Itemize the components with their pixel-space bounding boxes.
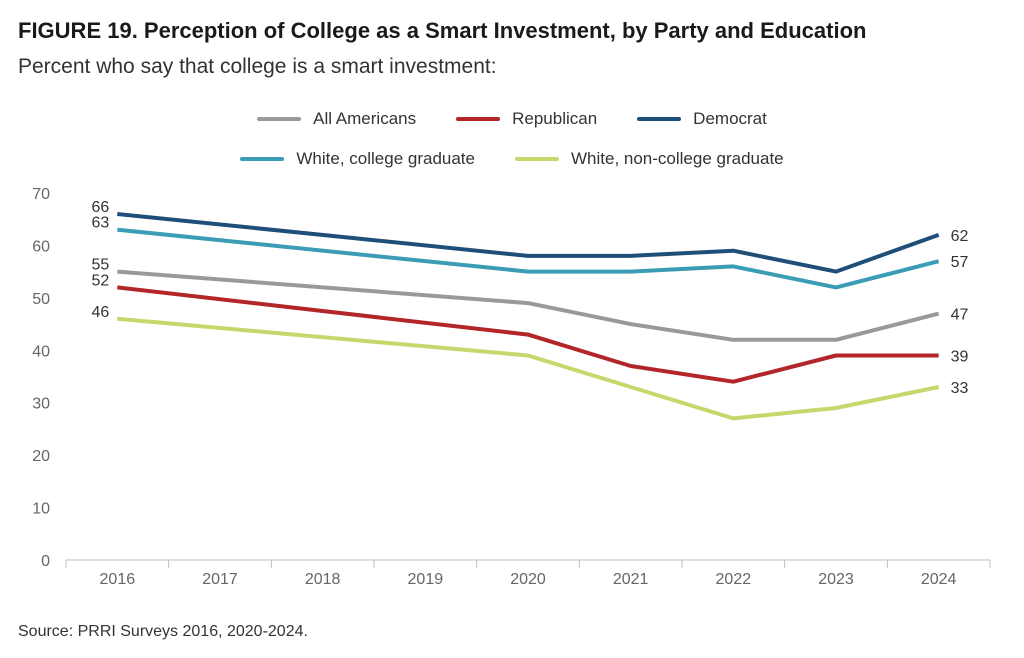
legend-label-democrat: Democrat	[693, 109, 767, 128]
legend-swatch-white-non-college	[514, 157, 559, 161]
x-tick-label-2023: 2023	[818, 571, 854, 588]
data-label-start-all-americans: 55	[92, 257, 110, 274]
legend-swatch-republican	[456, 117, 501, 121]
data-label-end-democrat: 62	[951, 228, 969, 245]
legend-item-republican: Republican	[456, 109, 597, 129]
legend-label-white-non-college: White, non-college graduate	[570, 149, 784, 168]
y-tick-label-60: 60	[32, 238, 50, 255]
series-line-all-americans	[117, 269, 940, 342]
series-line-democrat	[117, 212, 940, 274]
source-note: Source: PRRI Surveys 2016, 2020-2024.	[18, 623, 308, 640]
legend-row-1: All Americans Republican Democrat	[0, 109, 1024, 129]
x-tick-label-2021: 2021	[613, 571, 649, 588]
y-tick-label-10: 10	[32, 501, 50, 518]
y-tick-label-30: 30	[32, 396, 50, 413]
data-label-start-republican: 52	[92, 272, 110, 289]
y-tick-label-40: 40	[32, 343, 50, 360]
x-tick-label-2024: 2024	[921, 571, 957, 588]
x-tick-label-2022: 2022	[716, 571, 752, 588]
legend-item-white-college: White, college graduate	[240, 149, 475, 169]
data-label-start-white-non-college-graduate: 46	[92, 304, 110, 321]
legend-swatch-white-college	[240, 157, 285, 161]
data-label-end-white-non-college-graduate: 33	[951, 380, 969, 397]
series-line-white-non-college-graduate	[117, 316, 940, 421]
y-tick-label-0: 0	[41, 553, 50, 570]
legend-label-all-americans: All Americans	[313, 109, 417, 128]
chart-title: FIGURE 19. Perception of College as a Sm…	[18, 18, 867, 43]
data-label-start-democrat: 66	[92, 199, 110, 216]
data-label-end-white-college-graduate: 57	[951, 254, 969, 271]
legend-label-white-college: White, college graduate	[296, 149, 475, 168]
legend-label-republican: Republican	[512, 109, 598, 128]
series-line-republican	[117, 285, 939, 384]
chart-subtitle: Percent who say that college is a smart …	[18, 55, 497, 78]
legend-swatch-democrat	[637, 117, 682, 121]
x-tick-label-2020: 2020	[510, 571, 546, 588]
y-tick-label-70: 70	[32, 186, 50, 203]
legend-swatch-all-americans	[257, 117, 302, 121]
data-label-end-republican: 39	[951, 349, 969, 366]
y-tick-label-50: 50	[32, 291, 50, 308]
x-tick-label-2018: 2018	[305, 571, 341, 588]
legend-item-democrat: Democrat	[637, 109, 767, 129]
x-tick-label-2016: 2016	[100, 571, 136, 588]
series-line-white-college-graduate	[117, 227, 940, 290]
data-label-end-all-americans: 47	[951, 307, 969, 324]
legend-item-all-americans: All Americans	[257, 109, 416, 129]
legend-row-2: White, college graduate White, non-colle…	[0, 149, 1024, 169]
x-tick-label-2019: 2019	[408, 571, 444, 588]
legend-item-white-non-college: White, non-college graduate	[514, 149, 784, 169]
y-tick-label-20: 20	[32, 448, 50, 465]
data-label-start-white-college-graduate: 63	[92, 215, 110, 232]
x-tick-label-2017: 2017	[202, 571, 238, 588]
